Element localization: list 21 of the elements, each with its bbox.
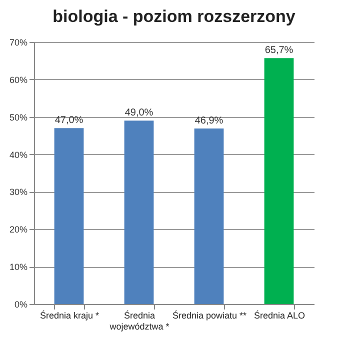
y-tick-label: 50% <box>9 112 28 122</box>
y-tick-label: 0% <box>14 300 28 310</box>
data-label: 46,9% <box>194 115 224 126</box>
bar <box>124 120 154 304</box>
data-label: 49,0% <box>124 108 154 119</box>
x-tick-label: Średnia powiatu ** <box>172 310 248 320</box>
x-tick-label: Średnia kraju * <box>40 310 100 320</box>
y-tick-label: 60% <box>9 74 28 85</box>
y-tick-label: 30% <box>9 187 28 198</box>
y-tick-label: 10% <box>9 262 28 272</box>
data-label: 47,0% <box>54 115 84 126</box>
y-tick-label: 20% <box>9 224 28 235</box>
x-tick-label: Średnia ALO <box>254 310 306 320</box>
data-label: 65,7% <box>264 45 294 56</box>
x-tick-label: Średnia województwa * <box>108 310 170 332</box>
y-tick-label: 70% <box>9 38 28 48</box>
y-tick-label: 40% <box>9 150 28 160</box>
bar <box>264 58 294 304</box>
chart-title: biologia - poziom rozszerzony <box>52 7 296 26</box>
bar <box>194 128 224 304</box>
bar <box>54 128 84 304</box>
